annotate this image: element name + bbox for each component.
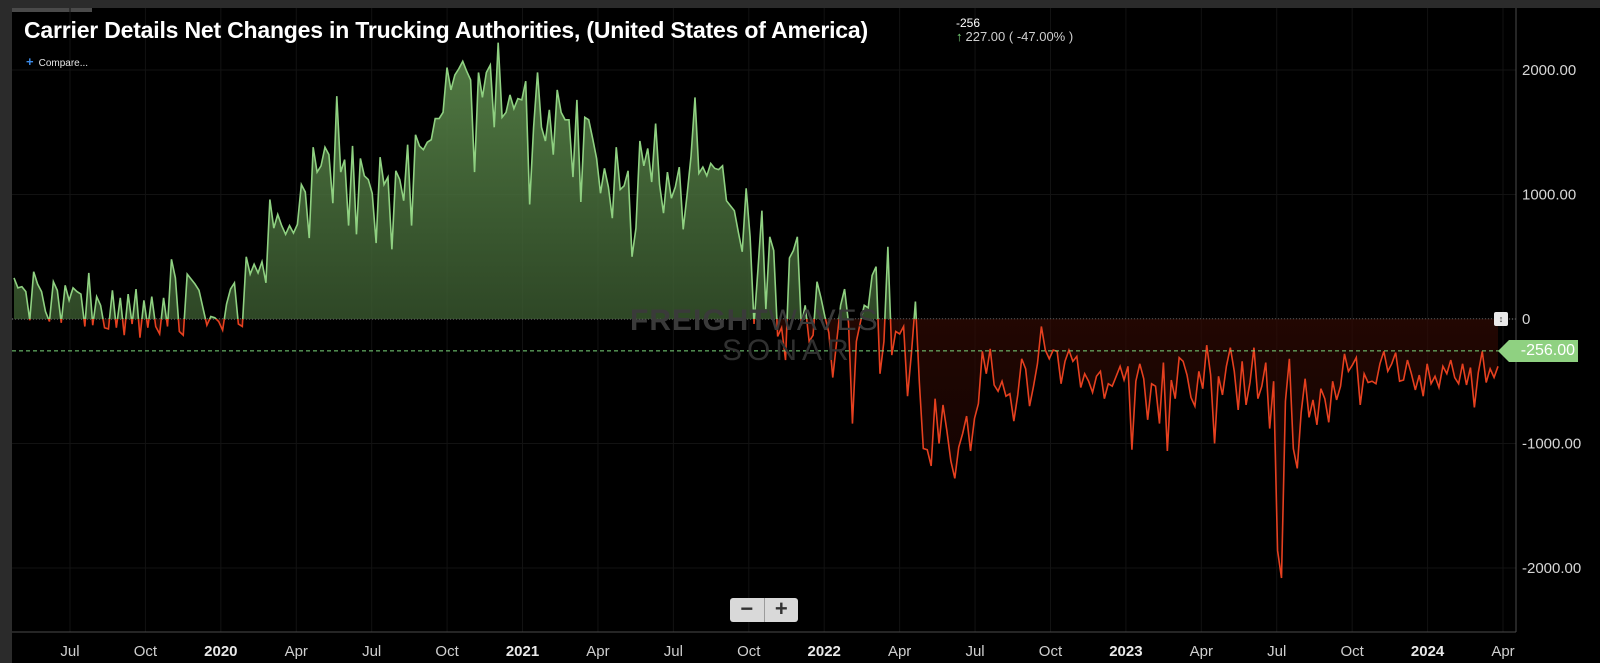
x-tick-label: Oct — [435, 643, 459, 660]
y-axis: 2000.00 1000.00 0 -1000.00 -2000.00 — [1522, 62, 1581, 577]
x-tick-label: 2023 — [1109, 643, 1142, 660]
y-tick-label: 1000.00 — [1522, 187, 1576, 204]
y-tick-label: 0 — [1522, 311, 1530, 328]
change-text: 227.00 ( -47.00% ) — [965, 29, 1074, 44]
y-tick-label: -1000.00 — [1522, 436, 1581, 453]
x-tick-label: Oct — [1340, 643, 1364, 660]
x-tick-label: 2020 — [204, 643, 237, 660]
x-tick-label: Oct — [134, 643, 158, 660]
watermark-freightwaves: FREIGHTWAVES — [630, 304, 879, 338]
x-tick-label: Oct — [737, 643, 761, 660]
top-tab-strip — [12, 8, 92, 12]
x-tick-label: Apr — [586, 643, 609, 660]
x-tick-label: 2024 — [1411, 643, 1445, 660]
compare-button[interactable]: + Compare... — [26, 54, 88, 69]
negative-series-line — [28, 319, 1499, 579]
x-tick-label: Jul — [60, 643, 79, 660]
zoom-in-button[interactable]: + — [774, 596, 788, 621]
positive-area — [14, 42, 1498, 319]
zoom-out-button[interactable]: − — [730, 598, 765, 622]
negative-area — [14, 319, 1498, 578]
value-tag-pointer — [1498, 340, 1509, 362]
x-tick-label: Apr — [1190, 643, 1213, 660]
x-axis: Jul Oct 2020 Apr Jul Oct 2021 Apr Jul Oct 2022 Apr J… — [60, 643, 1514, 660]
x-tick-label: Jul — [1267, 643, 1286, 660]
watermark-bold: FREIGHT — [630, 304, 769, 337]
last-value: -256 — [956, 16, 981, 30]
x-tick-label: 2021 — [506, 643, 539, 660]
x-tick-label: Jul — [362, 643, 381, 660]
x-tick-label: Jul — [664, 643, 683, 660]
arrow-up-icon: ↑ — [956, 29, 963, 44]
plus-icon: + — [26, 54, 34, 69]
y-tick-label: 2000.00 — [1522, 62, 1576, 79]
zoom-controls: − + — [730, 598, 798, 622]
change-indicator: ↑ 227.00 ( -47.00% ) — [956, 29, 1073, 44]
x-tick-label: Apr — [888, 643, 911, 660]
watermark-sonar: SONAR — [722, 334, 854, 367]
y-tick-label: -2000.00 — [1522, 560, 1581, 577]
current-value-tag: -256.00 — [1509, 340, 1578, 362]
x-tick-label: Apr — [1491, 643, 1514, 660]
positive-series-line — [13, 42, 918, 319]
scale-toggle-icon[interactable]: ↕ — [1494, 312, 1508, 326]
watermark-light: WAVES — [768, 304, 879, 337]
x-tick-label: Oct — [1039, 643, 1063, 660]
x-tick-label: 2022 — [808, 643, 841, 660]
compare-label: Compare... — [38, 58, 89, 69]
x-tick-label: Apr — [285, 643, 308, 660]
x-tick-label: Jul — [965, 643, 984, 660]
chart-title: Carrier Details Net Changes in Trucking … — [24, 17, 868, 43]
